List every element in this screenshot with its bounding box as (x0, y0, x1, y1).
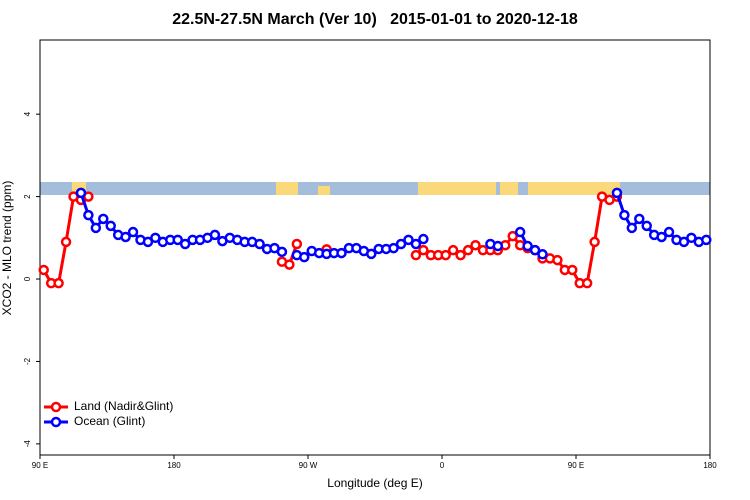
land-strip (418, 182, 496, 195)
legend-label: Land (Nadir&Glint) (74, 399, 173, 413)
data-point (395, 238, 407, 250)
data-point (83, 209, 94, 221)
data-point (686, 232, 697, 244)
data-point (60, 236, 72, 248)
legend-label: Ocean (Glint) (74, 414, 145, 428)
x-axis-label: Longitude (deg E) (327, 476, 422, 490)
land-strip (276, 182, 298, 195)
data-point (90, 222, 102, 234)
land-strip (318, 186, 330, 195)
data-point (611, 187, 623, 199)
data-point (179, 238, 191, 250)
data-point (626, 222, 638, 234)
x-tick-label: 90 E (568, 461, 584, 470)
plot-frame (39, 39, 711, 456)
data-point (403, 234, 414, 246)
data-point (53, 277, 64, 289)
data-point (291, 238, 303, 250)
data-point (410, 238, 422, 250)
data-point (470, 239, 481, 251)
data-point (98, 213, 109, 225)
data-point (336, 247, 347, 259)
data-point (120, 231, 131, 243)
data-point (172, 234, 183, 246)
data-point (388, 242, 399, 254)
data-point (537, 249, 548, 260)
land-strip (528, 182, 620, 195)
data-point (581, 277, 593, 289)
data-point (634, 213, 645, 225)
data-point (641, 220, 652, 232)
data-point (299, 251, 310, 263)
data-point (142, 236, 154, 248)
x-tick-label: 90 W (299, 461, 318, 470)
legend-marker (50, 416, 62, 428)
data-point (678, 236, 690, 248)
data-point (492, 240, 504, 252)
data-point (522, 240, 533, 252)
data-point (75, 187, 87, 199)
data-point (38, 264, 49, 276)
data-point (567, 264, 578, 276)
data-point (589, 236, 600, 248)
data-point (276, 246, 288, 258)
y-tick-label: 0 (23, 276, 32, 281)
y-tick-label: -2 (23, 357, 32, 365)
chart-title: 22.5N-27.5N March (Ver 10) 2015-01-01 to… (172, 11, 578, 28)
data-point (105, 220, 116, 232)
data-point (514, 226, 526, 238)
data-point (284, 259, 295, 270)
x-tick-label: 0 (440, 461, 445, 470)
data-point (619, 209, 630, 221)
data-point (209, 229, 221, 241)
legend-marker (50, 401, 62, 413)
x-tick-label: 90 E (32, 461, 48, 470)
data-point (462, 244, 474, 256)
y-tick-label: 2 (23, 194, 32, 199)
data-point (447, 244, 459, 256)
y-tick-label: -4 (23, 440, 32, 448)
data-point (410, 249, 422, 261)
data-point (254, 238, 265, 250)
data-point (418, 244, 429, 256)
data-point (552, 254, 563, 266)
data-point (366, 248, 377, 260)
data-point (656, 231, 667, 243)
data-point (440, 249, 451, 261)
data-point (418, 233, 429, 245)
data-point (127, 226, 139, 238)
land-strip (500, 182, 518, 195)
map-strip (40, 182, 710, 195)
data-point (529, 244, 541, 256)
data-point (507, 230, 518, 242)
y-tick-label: 4 (23, 111, 32, 116)
data-point (150, 232, 161, 244)
data-point (701, 234, 712, 246)
x-tick-label: 180 (167, 461, 181, 470)
x-tick-label: 180 (703, 461, 717, 470)
y-axis-label: XCO2 - MLO trend (ppm) (0, 181, 14, 316)
data-point (663, 226, 675, 238)
data-point (455, 249, 466, 261)
